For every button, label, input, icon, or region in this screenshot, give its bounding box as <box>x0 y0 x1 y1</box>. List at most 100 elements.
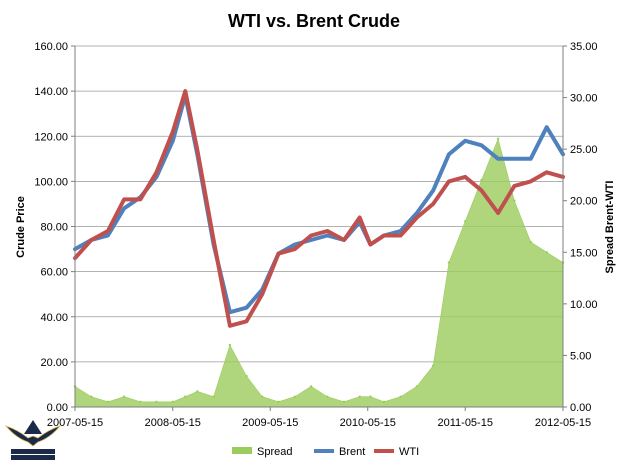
left-tick-label: 80.00 <box>40 222 68 234</box>
brent-point <box>415 211 419 215</box>
right-tick-label: 15.00 <box>570 247 598 259</box>
legend: Spread Brent WTI <box>232 446 419 458</box>
wti-point <box>228 324 232 328</box>
brent-point <box>309 238 313 242</box>
spread-point <box>415 385 419 388</box>
wti-point <box>245 319 248 323</box>
spread-point <box>513 199 516 202</box>
spread-point <box>90 395 93 398</box>
right-axis-ticks: 0.00 5.00 10.00 15.00 20.00 25.00 30.00 35.00 <box>563 41 598 414</box>
spread-point <box>358 395 361 398</box>
spread-point <box>496 137 500 140</box>
wti-point <box>309 234 313 237</box>
spread-point <box>212 395 215 398</box>
wti-point <box>399 234 403 237</box>
x-tick-label: 2010-05-15 <box>340 417 396 429</box>
watermark-logo <box>4 420 62 460</box>
legend-label-spread: Spread <box>257 446 292 458</box>
gridlines <box>75 45 563 363</box>
legend-label-wti: WTI <box>399 446 419 458</box>
wti-point <box>512 184 516 188</box>
brent-point <box>463 139 467 143</box>
right-tick-label: 0.00 <box>570 402 591 414</box>
wti-point <box>480 188 483 192</box>
right-tick-label: 5.00 <box>570 350 591 362</box>
wings-icon <box>4 425 62 447</box>
brent-point <box>480 143 483 147</box>
spread-point <box>432 364 435 367</box>
spread-point <box>171 400 174 403</box>
x-tick-label: 2007-05-15 <box>47 417 103 429</box>
brent-point <box>529 157 533 161</box>
spread-point <box>399 395 402 398</box>
left-tick-label: 120.00 <box>34 131 68 143</box>
logo-banner <box>11 449 55 454</box>
legend-label-brent: Brent <box>339 446 365 458</box>
wti-point <box>447 179 451 183</box>
right-tick-label: 20.00 <box>570 196 598 208</box>
right-tick-label: 25.00 <box>570 144 598 156</box>
chart-title: WTI vs. Brent Crude <box>228 11 400 31</box>
left-tick-label: 160.00 <box>34 41 68 53</box>
logo-banner-sub <box>11 455 55 460</box>
spread-point <box>155 400 158 403</box>
wti-point <box>382 234 386 237</box>
brent-point <box>293 243 297 246</box>
spread-area <box>74 137 564 408</box>
wti-point <box>183 89 187 93</box>
spread-point <box>369 395 372 398</box>
wti-point <box>325 229 329 233</box>
left-tick-label: 60.00 <box>40 267 68 279</box>
y2-axis-label: Spread Brent-WTI <box>604 181 616 274</box>
spread-point <box>293 395 296 398</box>
wti-point <box>277 252 280 256</box>
wti-point <box>496 211 500 215</box>
spread-point <box>277 400 280 403</box>
wti-point <box>368 243 372 246</box>
spread-point <box>447 261 451 264</box>
brent-point <box>122 206 126 210</box>
brent-point <box>512 157 516 161</box>
wti-point <box>260 292 264 296</box>
x-tick-label: 2009-05-15 <box>242 417 298 429</box>
spread-point <box>245 374 248 378</box>
right-tick-label: 35.00 <box>570 41 598 53</box>
wti-point <box>155 170 158 174</box>
brent-point <box>496 157 500 161</box>
wti-point <box>342 238 346 242</box>
spread-point <box>529 240 532 244</box>
spread-point <box>545 251 548 254</box>
spread-point <box>326 395 329 398</box>
wti-point <box>89 238 93 242</box>
spread-point <box>342 400 346 403</box>
spread-point <box>122 395 126 398</box>
wti-point <box>545 170 549 174</box>
wti-point <box>358 216 362 219</box>
x-tick-label: 2012-05-15 <box>535 417 591 429</box>
brent-point <box>545 125 549 129</box>
spread-point <box>139 400 142 403</box>
wti-point <box>529 179 533 183</box>
wti-point <box>293 247 297 251</box>
brent-point <box>325 234 329 237</box>
spread-point <box>228 343 232 347</box>
left-tick-label: 0.00 <box>47 402 68 414</box>
wti-point <box>195 148 199 152</box>
wti-point <box>122 197 126 201</box>
wti-point <box>415 216 419 219</box>
x-axis-ticks: 2007-05-15 2008-05-15 2009-05-15 2010-05-15… <box>47 407 591 429</box>
wti-point <box>106 229 110 233</box>
left-tick-label: 20.00 <box>40 357 68 369</box>
brent-point <box>447 152 451 156</box>
spread-point <box>196 390 199 393</box>
legend-swatch-spread <box>232 447 252 454</box>
spread-point <box>261 395 264 398</box>
spread-point <box>309 385 313 388</box>
spread-point <box>464 220 467 223</box>
wti-point <box>171 130 175 134</box>
spread-point <box>480 178 483 182</box>
spread-point <box>382 400 386 403</box>
brent-point <box>171 139 175 143</box>
brent-point <box>431 188 435 192</box>
right-tick-label: 30.00 <box>570 93 598 105</box>
